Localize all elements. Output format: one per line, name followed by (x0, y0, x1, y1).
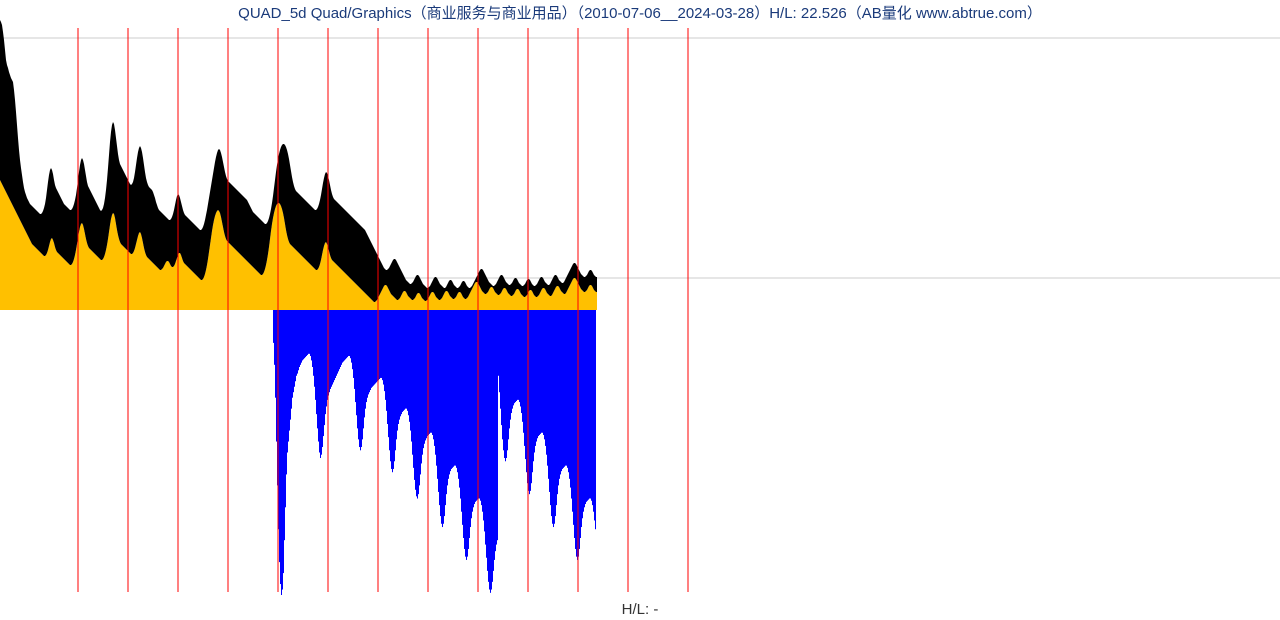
chart-footer: H/L: - (0, 601, 1280, 618)
price-volume-chart (0, 0, 1280, 620)
volume-bars (273, 310, 596, 595)
